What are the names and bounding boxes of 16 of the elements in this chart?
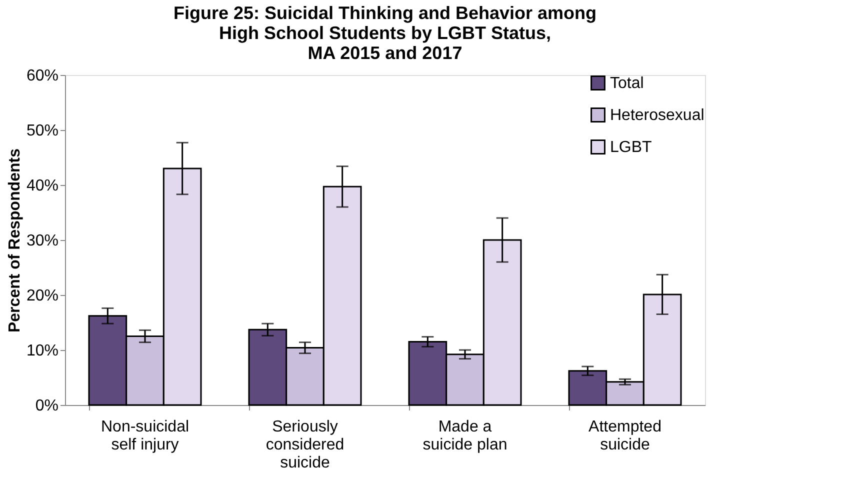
- y-tick-label: 10%: [26, 342, 58, 360]
- y-axis-title: Percent of Respondents: [6, 148, 24, 333]
- x-tick-label: Made a suicide plan: [422, 418, 508, 454]
- x-tick-label: Attempted suicide: [588, 418, 662, 454]
- legend-label: LGBT: [610, 139, 652, 156]
- x-tick-label: Seriously considered suicide: [266, 418, 344, 472]
- y-tick-label: 0%: [35, 398, 58, 414]
- y-tick-label: 50%: [26, 122, 58, 140]
- chart-title: Figure 25: Suicidal Thinking and Behavior among High School Students by LGBT Status, MA 2015 and 2017: [173, 3, 597, 63]
- y-tick-label: 20%: [26, 288, 58, 304]
- legend-label: Total: [610, 75, 644, 92]
- y-tick-label: 30%: [26, 232, 58, 250]
- y-tick-label: 60%: [26, 68, 58, 84]
- x-tick-label: Non-suicidal self injury: [100, 418, 190, 454]
- legend-label: Heterosexual: [610, 107, 704, 124]
- y-tick-label: 40%: [26, 178, 58, 194]
